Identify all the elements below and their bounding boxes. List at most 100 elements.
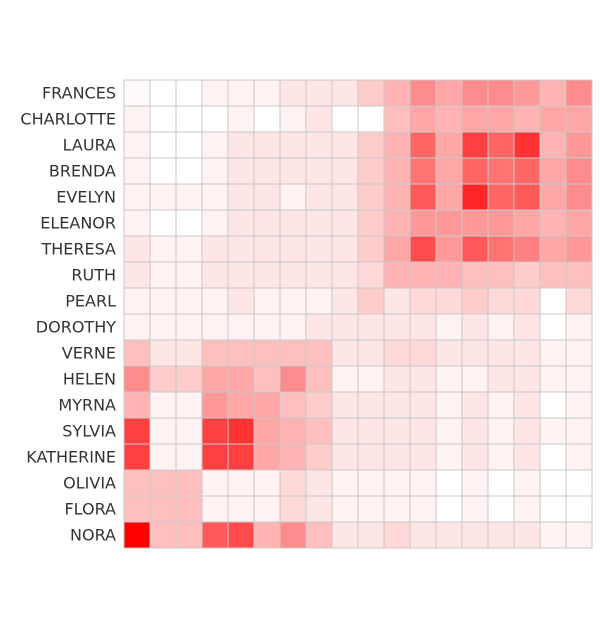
row-label: EVELYN xyxy=(56,188,116,207)
heatmap-cell xyxy=(279,105,307,133)
heatmap-cell xyxy=(305,365,333,393)
heatmap-cell xyxy=(487,495,515,523)
heatmap-cell xyxy=(383,183,411,211)
heatmap-cell xyxy=(123,105,151,133)
heatmap-cell xyxy=(149,235,177,263)
row-label: DOROTHY xyxy=(36,318,116,337)
heatmap-cell xyxy=(435,183,463,211)
heatmap-cell xyxy=(565,183,593,211)
heatmap-cell xyxy=(253,469,281,497)
heatmap-cell xyxy=(331,391,359,419)
heatmap-cell xyxy=(435,495,463,523)
heatmap-cell xyxy=(227,209,255,237)
heatmap-cell xyxy=(513,287,541,315)
heatmap-cell xyxy=(357,313,385,341)
heatmap-cell xyxy=(123,287,151,315)
heatmap-cell xyxy=(331,261,359,289)
heatmap-cell xyxy=(513,261,541,289)
heatmap-cell xyxy=(227,157,255,185)
heatmap-cell xyxy=(539,235,567,263)
heatmap-cell xyxy=(487,131,515,159)
heatmap-cell xyxy=(565,131,593,159)
heatmap-cell xyxy=(357,365,385,393)
heatmap-cell xyxy=(565,209,593,237)
heatmap-cell xyxy=(175,131,203,159)
heatmap-cell xyxy=(123,79,151,107)
heatmap-cell xyxy=(175,235,203,263)
heatmap-cell xyxy=(409,391,437,419)
heatmap-cell xyxy=(357,183,385,211)
heatmap-cell xyxy=(253,365,281,393)
heatmap-cell xyxy=(383,287,411,315)
heatmap-cell xyxy=(149,495,177,523)
heatmap-cell xyxy=(227,131,255,159)
heatmap-cell xyxy=(539,313,567,341)
heatmap-cell xyxy=(227,261,255,289)
heatmap-cell xyxy=(513,339,541,367)
heatmap-cell xyxy=(227,339,255,367)
heatmap-cell xyxy=(201,287,229,315)
heatmap-cell xyxy=(227,313,255,341)
heatmap-cell xyxy=(539,209,567,237)
heatmap-cell xyxy=(357,417,385,445)
heatmap-cell xyxy=(357,287,385,315)
heatmap-cell xyxy=(461,469,489,497)
heatmap-cell xyxy=(435,339,463,367)
heatmap-cell xyxy=(409,443,437,471)
row-label: LAURA xyxy=(63,136,116,155)
heatmap-cell xyxy=(305,313,333,341)
heatmap-cell xyxy=(461,79,489,107)
heatmap-cell xyxy=(409,469,437,497)
heatmap-cell xyxy=(461,313,489,341)
heatmap-cell xyxy=(331,417,359,445)
heatmap-cell xyxy=(383,313,411,341)
heatmap-cell xyxy=(383,105,411,133)
heatmap-cell xyxy=(305,235,333,263)
heatmap-cell xyxy=(279,209,307,237)
heatmap-cell xyxy=(227,105,255,133)
heatmap-cell xyxy=(435,391,463,419)
heatmap-cell xyxy=(383,79,411,107)
heatmap-cell xyxy=(123,443,151,471)
heatmap-cell xyxy=(357,391,385,419)
heatmap-cell xyxy=(539,339,567,367)
heatmap-cell xyxy=(253,79,281,107)
row-label: HELEN xyxy=(63,370,116,389)
heatmap-cell xyxy=(539,183,567,211)
heatmap-cell xyxy=(253,339,281,367)
heatmap-cell xyxy=(383,469,411,497)
heatmap-cell xyxy=(461,521,489,549)
heatmap-cell xyxy=(409,157,437,185)
heatmap-cell xyxy=(383,521,411,549)
heatmap-cell xyxy=(253,417,281,445)
heatmap-cell xyxy=(435,313,463,341)
heatmap-cell xyxy=(357,469,385,497)
heatmap-cell xyxy=(357,79,385,107)
heatmap-cell xyxy=(565,469,593,497)
heatmap-cell xyxy=(409,495,437,523)
heatmap-cell xyxy=(175,313,203,341)
heatmap-cell xyxy=(123,157,151,185)
heatmap-cell xyxy=(357,495,385,523)
heatmap-cell xyxy=(279,391,307,419)
heatmap-cell xyxy=(201,313,229,341)
heatmap-cell xyxy=(305,105,333,133)
heatmap-cell xyxy=(123,209,151,237)
heatmap-cell xyxy=(305,183,333,211)
heatmap-cell xyxy=(539,287,567,315)
heatmap-cell xyxy=(149,365,177,393)
heatmap-cell xyxy=(175,495,203,523)
heatmap-cell xyxy=(357,339,385,367)
heatmap-cell xyxy=(461,157,489,185)
heatmap-cell xyxy=(201,521,229,549)
heatmap-cell xyxy=(175,105,203,133)
heatmap-cell xyxy=(357,157,385,185)
heatmap-cell xyxy=(331,521,359,549)
heatmap-cell xyxy=(487,313,515,341)
heatmap-cell xyxy=(331,235,359,263)
heatmap-cell xyxy=(487,365,515,393)
heatmap-cell xyxy=(461,365,489,393)
heatmap-cell xyxy=(201,365,229,393)
heatmap-cell xyxy=(461,261,489,289)
heatmap-cell xyxy=(331,365,359,393)
